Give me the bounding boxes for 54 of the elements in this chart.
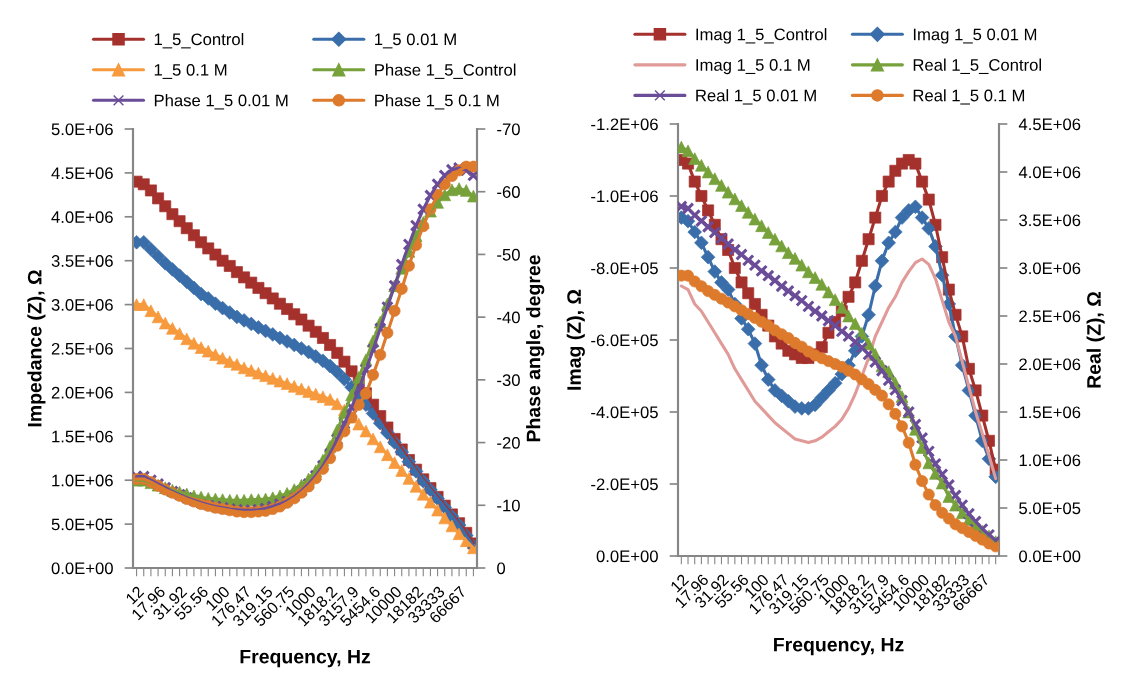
legend-label: Phase 1_5_Control (375, 63, 516, 79)
legend-label: Real 1_5_Control (913, 58, 1041, 74)
y-axis-title: Imag (Z), Ω (566, 289, 585, 390)
legend-label: 1_5 0.1 M (154, 63, 227, 79)
legend-label: Phase 1_5 0.1 M (375, 94, 499, 110)
y-tick-label: -6.0E+05 (591, 334, 658, 347)
y2-tick-label: -70 (497, 123, 520, 136)
y2-tick-label: 0 (497, 562, 506, 575)
y-tick-label: 0.0E+00 (596, 550, 658, 563)
y2-tick-label: 1.0E+06 (1019, 454, 1081, 467)
y-tick-label: 0.0E+00 (51, 562, 113, 575)
y2-tick-label: -50 (497, 248, 520, 261)
legend-label: Imag 1_5 0.01 M (913, 28, 1037, 44)
legend-label: Real 1_5 0.01 M (696, 89, 816, 105)
y-tick-label: 2.0E+06 (51, 386, 113, 399)
y-tick-label: -1.2E+06 (591, 118, 658, 131)
legend-label: Real 1_5 0.1 M (913, 89, 1025, 105)
legend-label: 1_5_Control (154, 33, 244, 49)
y2-axis-title: Phase angle, degree (526, 255, 545, 442)
y2-tick-label: 2.5E+06 (1019, 310, 1081, 323)
y-tick-label: 1.5E+06 (52, 430, 113, 443)
y2-tick-label: -30 (497, 374, 520, 387)
y-tick-label: 4.5E+06 (51, 167, 113, 180)
y2-tick-label: 0.0E+00 (1019, 550, 1081, 563)
y-tick-label: 5.0E+06 (51, 123, 113, 136)
y-tick-label: 2.5E+06 (51, 342, 113, 355)
y2-tick-label: 2.0E+06 (1019, 358, 1081, 371)
y-tick-label: 3.5E+06 (51, 255, 113, 267)
y-tick-label: -2.0E+05 (591, 478, 658, 491)
y2-tick-label: -20 (497, 436, 520, 449)
y2-tick-label: 1.5E+06 (1019, 406, 1081, 419)
y-tick-label: -8.0E+05 (591, 262, 658, 275)
y2-tick-label: 3.5E+06 (1019, 214, 1081, 227)
y2-tick-label: -60 (497, 186, 520, 198)
legend-label: Phase 1_5 0.01 M (154, 94, 288, 110)
y-tick-label: 3.0E+06 (51, 299, 113, 311)
y2-tick-label: 3.0E+06 (1019, 262, 1081, 275)
legend-label: Imag 1_5 0.1 M (696, 59, 810, 75)
y2-tick-label: 4.5E+06 (1018, 118, 1081, 131)
x-axis-title: Frequency, Hz (774, 637, 904, 656)
y2-tick-label: -10 (497, 499, 520, 512)
y-tick-label: 5.0E+05 (51, 518, 113, 531)
legend-label: 1_5 0.01 M (375, 33, 456, 49)
y2-tick-label: 4.0E+06 (1018, 166, 1081, 179)
y-tick-label: 1.0E+06 (52, 474, 113, 487)
y-tick-label: -1.0E+06 (591, 190, 658, 203)
y-axis-title: Impedance (Z), Ω (27, 270, 46, 427)
x-axis-title: Frequency, Hz (240, 649, 371, 668)
y-tick-label: -4.0E+05 (591, 406, 658, 419)
legend-label: Imag 1_5_Control (696, 28, 827, 44)
y2-tick-label: 5.0E+05 (1019, 502, 1081, 515)
y2-tick-label: -40 (497, 311, 520, 324)
y-tick-label: 4.0E+06 (51, 211, 113, 223)
y2-axis-title: Real (Z), Ω (1086, 291, 1105, 388)
